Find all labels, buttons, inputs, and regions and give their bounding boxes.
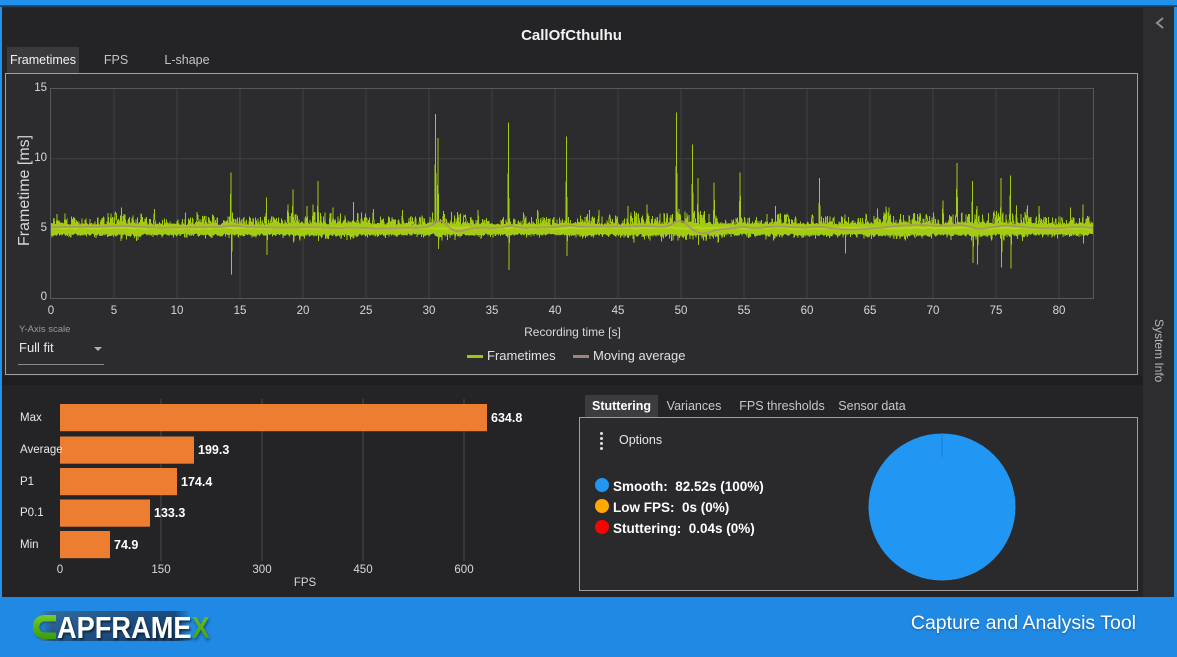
svg-text:300: 300 <box>252 564 271 576</box>
svg-text:P0.1: P0.1 <box>20 507 44 519</box>
svg-text:Max: Max <box>20 412 42 424</box>
svg-text:450: 450 <box>353 564 372 576</box>
svg-text:FPS: FPS <box>294 577 317 589</box>
svg-text:634.8: 634.8 <box>491 411 522 425</box>
svg-text:133.3: 133.3 <box>154 506 185 520</box>
svg-text:150: 150 <box>151 564 170 576</box>
svg-text:Average: Average <box>20 444 63 456</box>
svg-text:600: 600 <box>454 564 473 576</box>
svg-text:199.3: 199.3 <box>198 443 229 457</box>
svg-text:Min: Min <box>20 539 39 551</box>
svg-text:174.4: 174.4 <box>181 475 212 489</box>
svg-text:P1: P1 <box>20 476 34 488</box>
svg-text:0: 0 <box>57 564 63 576</box>
svg-text:74.9: 74.9 <box>114 538 138 552</box>
